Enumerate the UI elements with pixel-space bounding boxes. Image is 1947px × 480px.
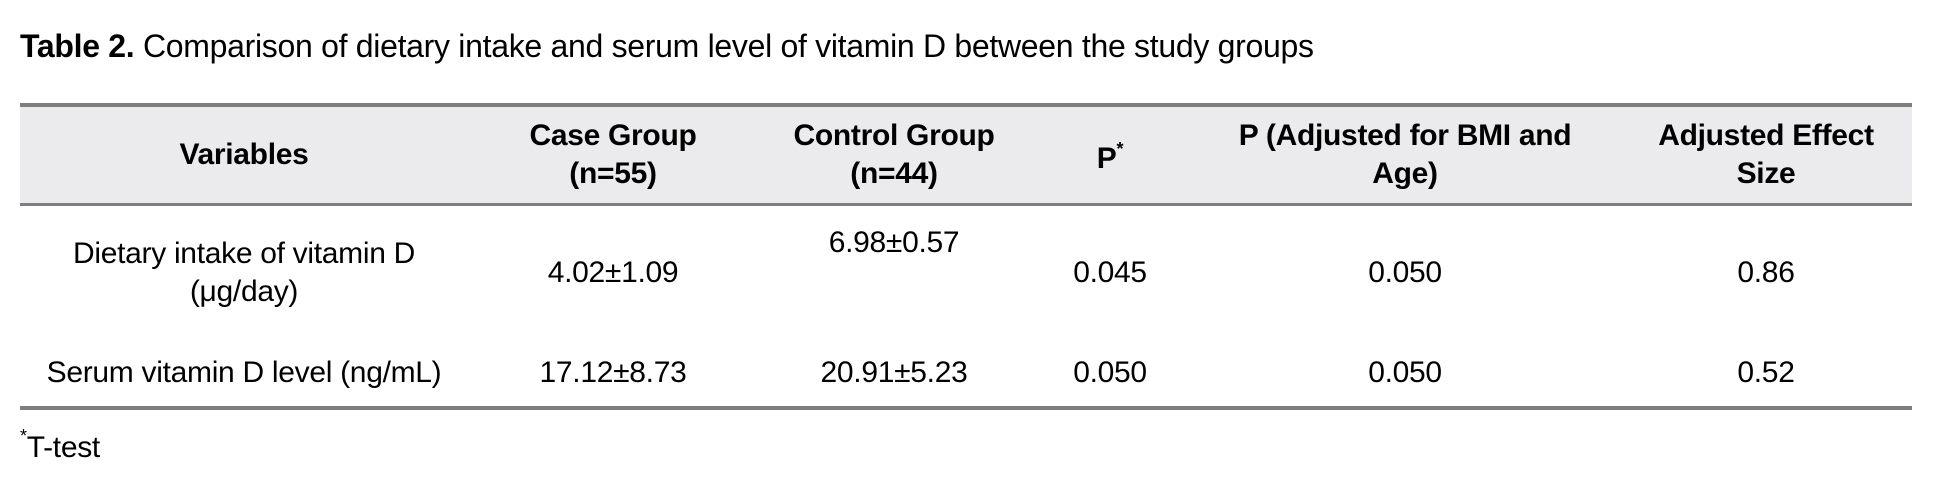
- table-body: Dietary intake of vitamin D (μg/day) 4.0…: [20, 205, 1912, 409]
- col-header-effect-size-label: Adjusted Effect Size: [1658, 119, 1874, 190]
- table-row-serum-level: Serum vitamin D level (ng/mL) 17.12±8.73…: [20, 340, 1912, 408]
- col-header-variables: Variables: [20, 105, 468, 205]
- cell-control-value: 20.91±5.23: [820, 356, 968, 389]
- cell-variable: Serum vitamin D level (ng/mL): [46, 356, 442, 389]
- col-header-p-adjusted-label: P (Adjusted for BMI and Age): [1238, 119, 1572, 190]
- cell-case-value: 17.12±8.73: [539, 356, 687, 389]
- col-header-variables-label: Variables: [179, 138, 309, 171]
- col-header-p-asterisk: *: [1116, 139, 1124, 159]
- col-header-effect-size: Adjusted Effect Size: [1620, 105, 1912, 205]
- footnote-text: T-test: [26, 431, 101, 464]
- table-row-dietary-intake: Dietary intake of vitamin D (μg/day) 4.0…: [20, 205, 1912, 341]
- col-header-control-group-label: Control Group (n=44): [793, 119, 995, 190]
- cell-variable: Dietary intake of vitamin D (μg/day): [72, 237, 416, 308]
- comparison-table: Variables Case Group (n=55) Control Grou…: [20, 103, 1912, 410]
- col-header-p-adjusted: P (Adjusted for BMI and Age): [1190, 105, 1620, 205]
- table-caption: Table 2. Comparison of dietary intake an…: [20, 26, 1947, 66]
- col-header-p-label: P: [1096, 142, 1117, 175]
- table-caption-text: Comparison of dietary intake and serum l…: [134, 28, 1314, 64]
- col-header-case-group: Case Group (n=55): [468, 105, 758, 205]
- cell-case-value: 4.02±1.09: [547, 256, 679, 289]
- table-head: Variables Case Group (n=55) Control Grou…: [20, 105, 1912, 205]
- cell-p-adjusted-value: 0.050: [1368, 356, 1442, 389]
- col-header-p: P*: [1030, 105, 1190, 205]
- header-row: Variables Case Group (n=55) Control Grou…: [20, 105, 1912, 205]
- cell-p-value: 0.045: [1073, 256, 1147, 289]
- footnote: *T-test: [20, 426, 1947, 465]
- cell-p-adjusted-value: 0.050: [1368, 256, 1442, 289]
- col-header-control-group: Control Group (n=44): [758, 105, 1030, 205]
- table-caption-number: Table 2.: [20, 28, 135, 64]
- cell-p-value: 0.050: [1073, 356, 1147, 389]
- page: Table 2. Comparison of dietary intake an…: [20, 26, 1947, 465]
- col-header-case-group-label: Case Group (n=55): [529, 119, 697, 190]
- cell-effect-size-value: 0.86: [1737, 256, 1795, 289]
- cell-effect-size-value: 0.52: [1737, 356, 1795, 389]
- cell-control-value: 6.98±0.57: [828, 226, 960, 259]
- footnote-asterisk: *: [20, 426, 27, 446]
